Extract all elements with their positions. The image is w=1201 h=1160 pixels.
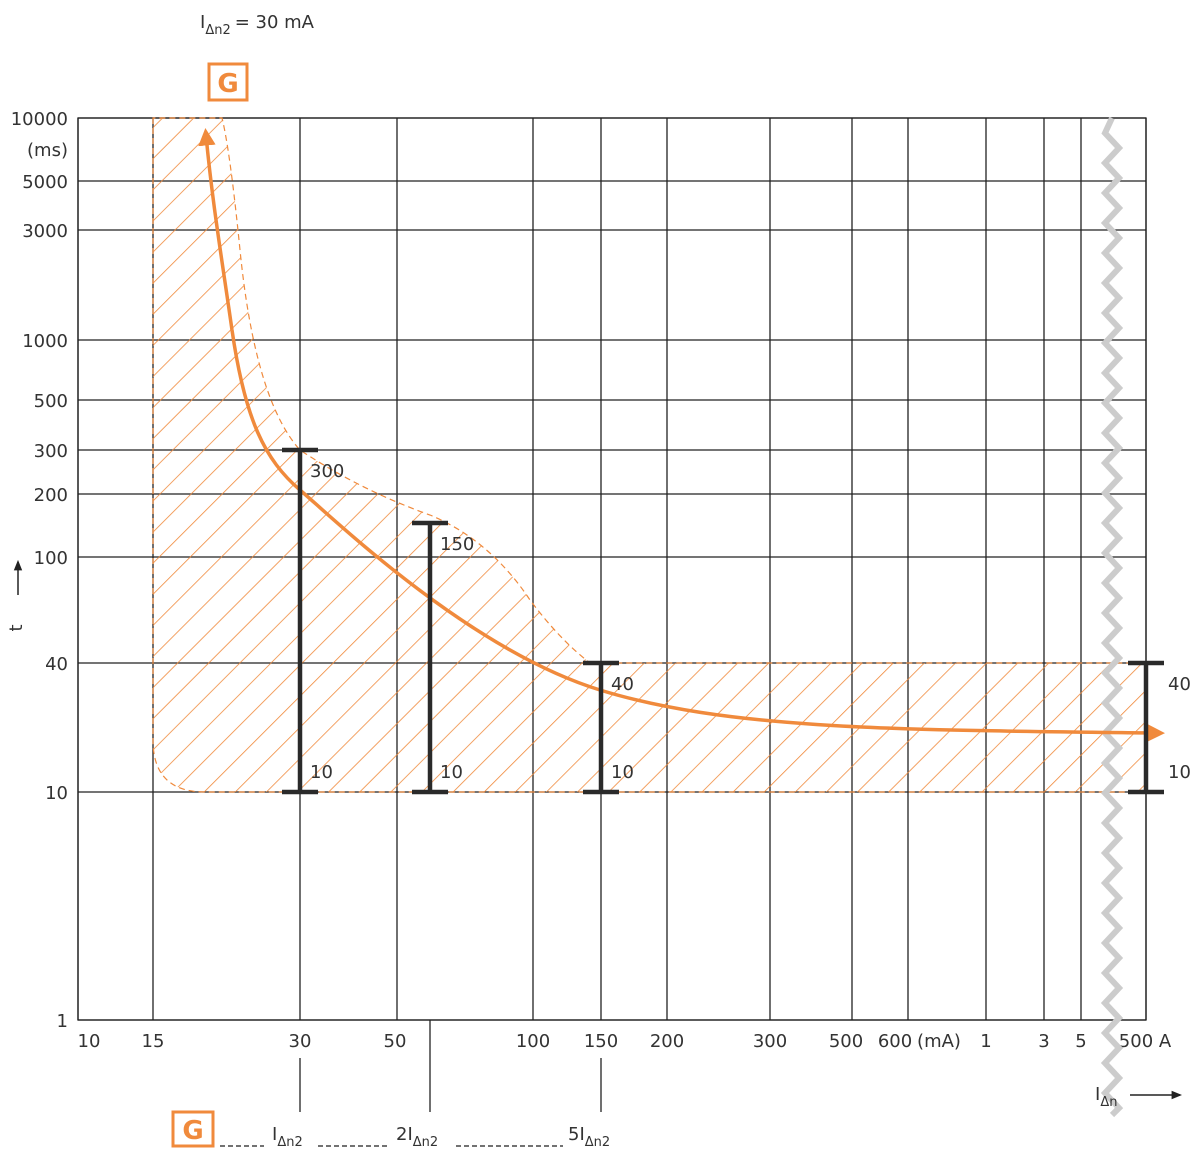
trip-curve-top (198, 128, 234, 331)
bar-top-label: 300 (310, 461, 344, 482)
x-unit: (mA) (917, 1031, 961, 1052)
y-tick-label: 3000 (22, 221, 68, 242)
x-axis-label: IΔn (1095, 1084, 1117, 1110)
axis-break (1100, 116, 1124, 1118)
x-tick-label: 500 (829, 1031, 863, 1052)
y-tick-label: 200 (34, 485, 68, 506)
marker-box (207, 62, 249, 102)
x-tick-label: 300 (753, 1031, 787, 1052)
x-tick-label: 3 (1038, 1031, 1049, 1052)
bar-bottom-label: 10 (611, 762, 634, 783)
x-tick-label: 1 (980, 1031, 991, 1052)
x-tick-label: 200 (650, 1031, 684, 1052)
y-tick-label: 300 (34, 441, 68, 462)
y-tick-label: 500 (34, 391, 68, 412)
legend-main: 2I (396, 1124, 413, 1145)
legend-item: IΔn2 (272, 1124, 303, 1150)
legend-item: 2IΔn2 (396, 1124, 438, 1150)
y-tick-label: 1 (57, 1011, 68, 1032)
bar-top-label: 150 (440, 534, 474, 555)
legend: IΔn2 2IΔn2 5IΔn2 (220, 1058, 610, 1150)
x-tick-label: 15 (142, 1031, 165, 1052)
bar-top-label: 40 (1168, 674, 1191, 695)
bar-bottom-label: 10 (1168, 762, 1191, 783)
legend-main: 5I (568, 1124, 585, 1145)
legend-sub: Δn2 (413, 1135, 438, 1150)
y-tick-label: 1000 (22, 331, 68, 352)
y-axis-label: t (6, 624, 27, 631)
y-tick-label: 40 (45, 654, 68, 675)
y-tick-label: 100 (34, 548, 68, 569)
legend-sub: Δn2 (277, 1135, 302, 1150)
legend-marker-box (171, 1110, 215, 1148)
header: IΔn2 = 30 mA (200, 12, 315, 38)
x-tick-label: 5 (1075, 1031, 1086, 1052)
y-tick-label: 10000 (11, 109, 68, 130)
x-tick-label: 600 (878, 1031, 912, 1052)
y-unit: (ms) (27, 140, 68, 161)
x-tick-label: 500 A (1119, 1031, 1172, 1052)
x-tick-label: 10 (78, 1031, 101, 1052)
bar-bottom-label: 10 (440, 762, 463, 783)
x-tick-label: 100 (516, 1031, 550, 1052)
x-tick-label: 30 (289, 1031, 312, 1052)
x-tick-label: 50 (384, 1031, 407, 1052)
bar-top-label: 40 (611, 674, 634, 695)
y-tick-label: 10 (45, 783, 68, 804)
legend-main: I (272, 1124, 277, 1145)
y-tick-label: 5000 (22, 172, 68, 193)
x-tick-label: 150 (584, 1031, 618, 1052)
legend-item: 5IΔn2 (568, 1124, 610, 1150)
legend-marker: G (182, 1116, 203, 1146)
legend-sub: Δn2 (585, 1135, 610, 1150)
trip-curve (230, 329, 1165, 742)
bar-bottom-label: 10 (310, 762, 333, 783)
marker: G (217, 69, 238, 99)
